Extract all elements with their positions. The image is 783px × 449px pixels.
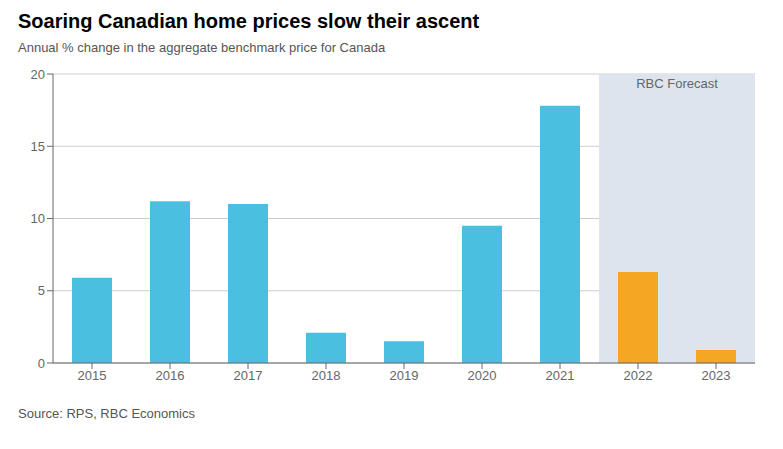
svg-text:2022: 2022 — [624, 368, 653, 383]
svg-text:2019: 2019 — [390, 368, 419, 383]
svg-text:10: 10 — [31, 211, 45, 226]
svg-text:5: 5 — [38, 283, 45, 298]
svg-text:2018: 2018 — [312, 368, 341, 383]
svg-text:2015: 2015 — [78, 368, 107, 383]
svg-text:RBC Forecast: RBC Forecast — [636, 76, 718, 91]
svg-text:2016: 2016 — [156, 368, 185, 383]
svg-text:2023: 2023 — [702, 368, 731, 383]
svg-text:15: 15 — [31, 139, 45, 154]
svg-text:20: 20 — [31, 67, 45, 82]
svg-text:0: 0 — [38, 356, 45, 371]
html-text:Soaring Canadian home prices s: Soaring Canadian home prices slow their … — [18, 10, 480, 32]
html-text:Annual % change in the aggrega: Annual % change in the aggregate benchma… — [18, 40, 386, 55]
svg-text:2021: 2021 — [546, 368, 575, 383]
svg-text:2017: 2017 — [234, 368, 263, 383]
svg-text:2020: 2020 — [468, 368, 497, 383]
html-text:Source: RPS, RBC Economics: Source: RPS, RBC Economics — [18, 406, 195, 421]
